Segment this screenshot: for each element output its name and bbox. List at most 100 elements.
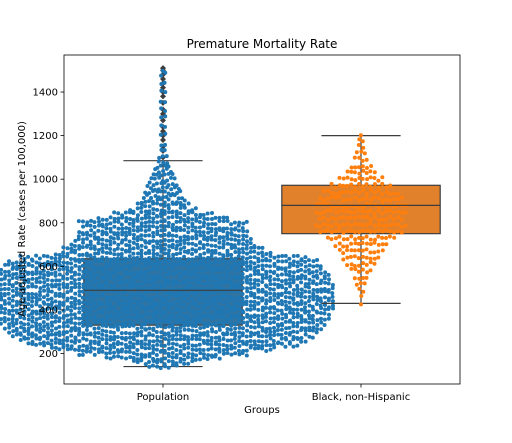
swarm-point-population — [225, 218, 230, 223]
swarm-point-population — [170, 222, 175, 227]
swarm-point-population — [240, 331, 245, 336]
swarm-point-population — [139, 221, 144, 226]
swarm-point-black-non-hispanic — [357, 155, 362, 160]
swarm-point-population — [201, 260, 206, 265]
swarm-point-population — [68, 257, 73, 262]
swarm-point-population — [119, 252, 124, 257]
swarm-point-population — [124, 243, 129, 248]
swarm-point-population — [229, 274, 234, 279]
swarm-point-population — [127, 243, 132, 248]
swarm-point-population — [268, 310, 273, 315]
swarm-point-population — [145, 183, 150, 188]
swarm-point-population — [151, 183, 156, 188]
swarm-point-population — [147, 296, 152, 301]
swarm-point-population — [77, 329, 82, 334]
swarm-point-population — [162, 148, 167, 153]
swarm-point-population — [151, 216, 156, 221]
swarm-point-population — [143, 337, 148, 342]
swarm-point-population — [174, 190, 179, 195]
swarm-point-population — [178, 205, 183, 210]
swarm-point-population — [307, 320, 312, 325]
swarm-point-population — [0, 303, 4, 308]
swarm-point-population — [26, 295, 31, 300]
swarm-point-population — [291, 291, 296, 296]
swarm-point-black-non-hispanic — [337, 227, 342, 232]
swarm-point-population — [193, 313, 198, 318]
swarm-point-population — [307, 334, 312, 339]
swarm-point-population — [34, 327, 39, 332]
swarm-point-population — [244, 264, 249, 269]
swarm-point-black-non-hispanic — [364, 214, 369, 219]
swarm-point-population — [104, 341, 109, 346]
swarm-point-population — [159, 318, 164, 323]
swarm-point-population — [104, 355, 109, 360]
swarm-point-population — [248, 290, 253, 295]
swarm-point-population — [166, 238, 171, 243]
swarm-point-black-non-hispanic — [337, 241, 342, 246]
swarm-point-population — [38, 311, 43, 316]
swarm-point-population — [198, 331, 203, 336]
swarm-point-population — [127, 254, 132, 259]
swarm-point-population — [210, 313, 215, 318]
swarm-point-population — [287, 340, 292, 345]
swarm-point-population — [45, 341, 50, 346]
swarm-point-population — [256, 282, 261, 287]
swarm-point-population — [147, 268, 152, 273]
swarm-point-population — [310, 317, 315, 322]
swarm-point-population — [194, 303, 199, 308]
swarm-point-population — [221, 253, 226, 258]
swarm-point-population — [193, 268, 198, 273]
swarm-point-population — [42, 324, 47, 329]
swarm-point-population — [276, 282, 281, 287]
swarm-point-population — [65, 343, 70, 348]
swarm-point-population — [14, 303, 19, 308]
swarm-point-population — [283, 330, 288, 335]
swarm-point-population — [0, 267, 4, 272]
swarm-point-population — [225, 327, 230, 332]
swarm-point-population — [260, 250, 265, 255]
swarm-point-population — [178, 325, 183, 330]
swarm-point-population — [190, 269, 195, 274]
swarm-point-population — [108, 324, 113, 329]
swarm-point-population — [147, 331, 152, 336]
swarm-point-population — [287, 269, 292, 274]
swarm-point-population — [159, 123, 164, 128]
swarm-point-population — [174, 279, 179, 284]
swarm-point-population — [291, 334, 296, 339]
swarm-point-population — [166, 307, 171, 312]
swarm-point-population — [287, 256, 292, 261]
swarm-point-population — [291, 278, 296, 283]
swarm-point-population — [2, 287, 7, 292]
swarm-point-population — [197, 229, 202, 234]
swarm-point-population — [315, 327, 320, 332]
swarm-point-black-non-hispanic — [376, 249, 381, 254]
swarm-point-population — [201, 352, 206, 357]
swarm-point-black-non-hispanic — [329, 181, 334, 186]
swarm-point-population — [260, 305, 265, 310]
swarm-point-population — [120, 259, 125, 264]
swarm-point-population — [123, 289, 128, 294]
swarm-point-population — [92, 274, 97, 279]
swarm-point-population — [139, 205, 144, 210]
swarm-point-population — [151, 255, 156, 260]
swarm-point-population — [233, 341, 238, 346]
swarm-point-population — [158, 132, 163, 137]
swarm-point-population — [197, 304, 202, 309]
swarm-point-population — [209, 248, 214, 253]
swarm-point-population — [111, 236, 116, 241]
swarm-point-population — [276, 277, 281, 282]
swarm-point-population — [182, 198, 187, 203]
swarm-point-black-non-hispanic — [360, 184, 365, 189]
swarm-point-population — [245, 239, 250, 244]
swarm-point-black-non-hispanic — [352, 248, 357, 253]
swarm-point-population — [280, 311, 285, 316]
swarm-point-black-non-hispanic — [348, 197, 353, 202]
swarm-point-population — [127, 331, 132, 336]
swarm-point-population — [143, 190, 148, 195]
swarm-point-black-non-hispanic — [357, 286, 362, 291]
swarm-point-population — [50, 278, 55, 283]
swarm-point-population — [209, 217, 214, 222]
swarm-point-population — [260, 280, 265, 285]
swarm-point-black-non-hispanic — [384, 217, 389, 222]
swarm-point-population — [280, 302, 285, 307]
